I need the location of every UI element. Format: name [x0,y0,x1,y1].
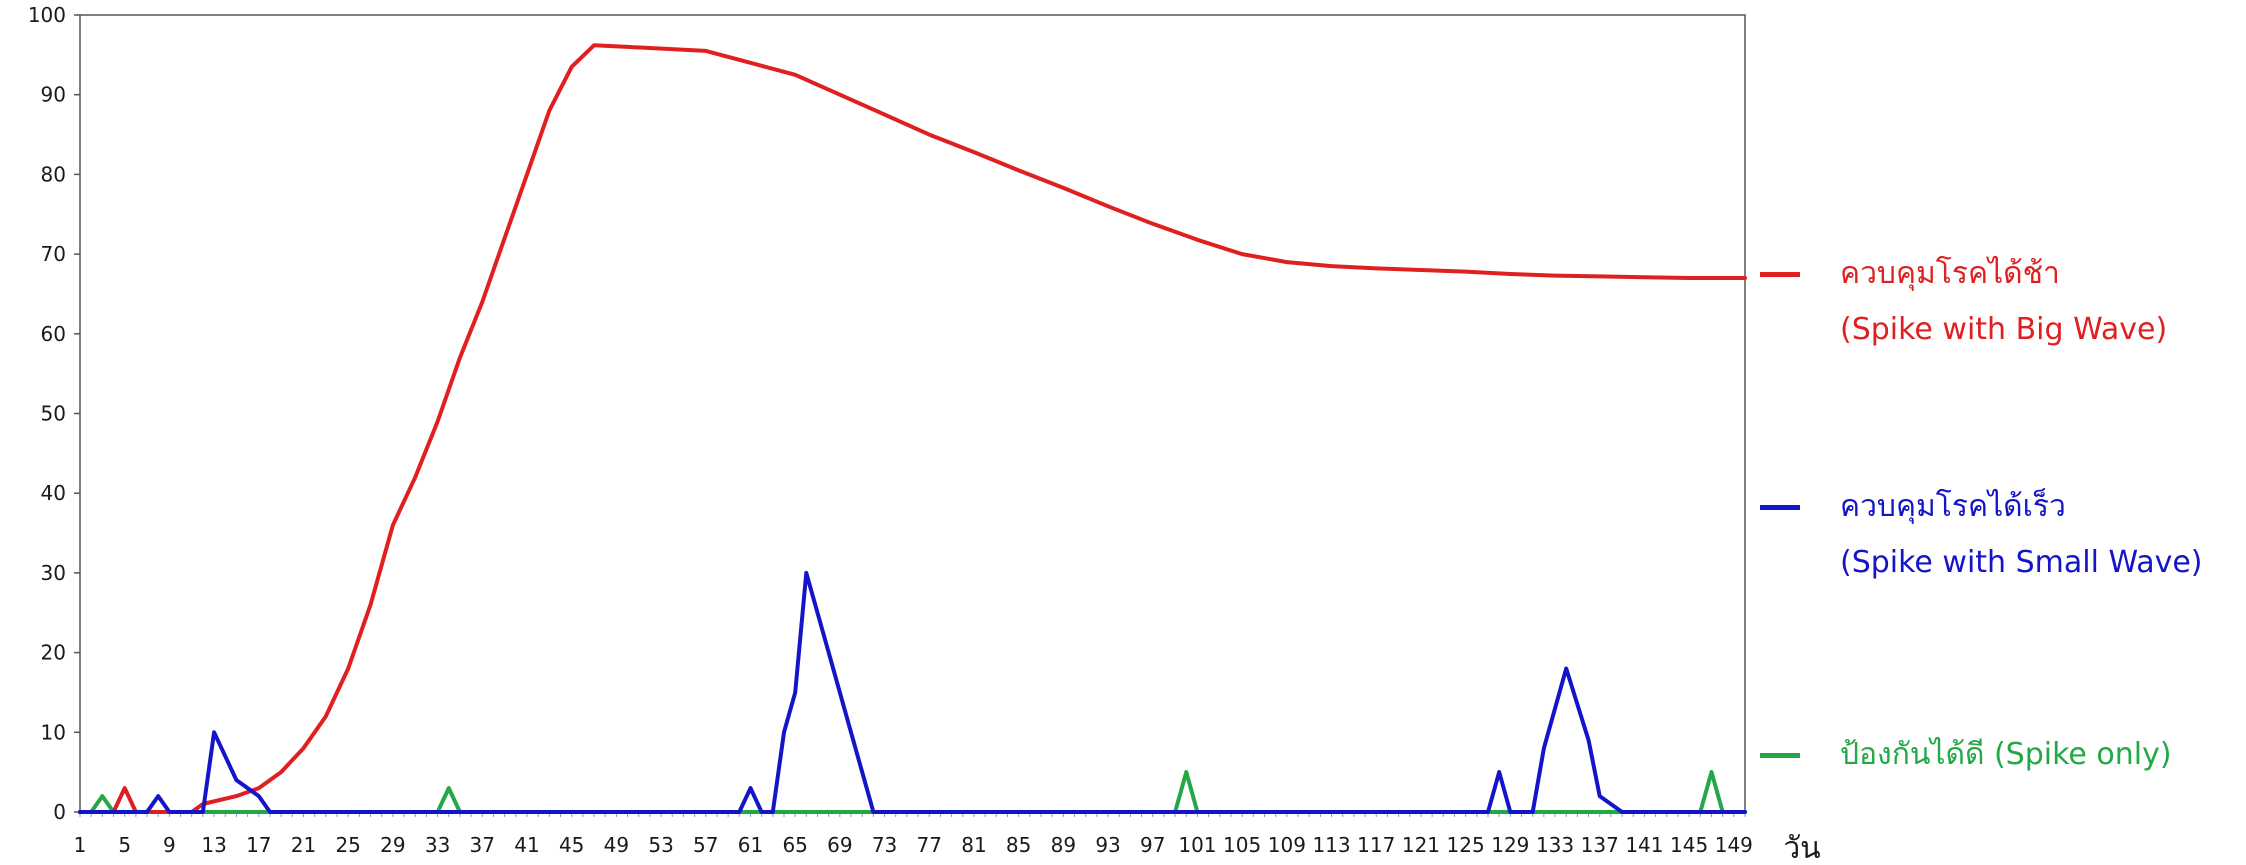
x-tick-label: 97 [1140,833,1165,857]
plot-area [79,14,1746,813]
y-tick-label: 50 [41,402,66,426]
x-tick-label: 73 [872,833,897,857]
x-tick-label: 5 [118,833,131,857]
legend-label: ควบคุมโรคได้ช้า [1840,256,2060,291]
x-tick-label: 141 [1625,833,1663,857]
legend-label: ควบคุมโรคได้เร็ว [1840,489,2066,524]
x-tick-label: 61 [738,833,763,857]
series-line-0 [78,43,1747,814]
series-line-1 [78,570,1747,814]
x-tick-label: 149 [1715,833,1753,857]
series-line-2 [78,770,1747,814]
x-tick-label: 57 [693,833,718,857]
x-tick-label: 69 [827,833,852,857]
x-tick-label: 101 [1178,833,1216,857]
x-tick-label: 93 [1095,833,1120,857]
y-tick-label: 100 [28,3,66,27]
x-tick-label: 145 [1670,833,1708,857]
legend-swatch-red [1760,272,1800,277]
x-tick-label: 53 [648,833,673,857]
x-tick-label: 121 [1402,833,1440,857]
legend-swatch-blue [1760,505,1800,510]
x-tick-label: 85 [1006,833,1031,857]
y-tick-label: 90 [41,83,66,107]
y-tick-label: 20 [41,641,66,665]
x-tick-label: 33 [425,833,450,857]
x-axis: 1 5 9 13 17 21 25 29 33 37 41 45 49 53 57 61 65 69 73 77 81 8… [74,812,1753,857]
plot-border [79,14,1746,813]
x-tick-label: 117 [1357,833,1395,857]
x-tick-label: 105 [1223,833,1261,857]
x-tick-label: 89 [1051,833,1076,857]
y-tick-label: 40 [41,481,66,505]
x-tick-label: 25 [335,833,360,857]
y-tick-label: 10 [41,720,66,744]
x-tick-label: 133 [1536,833,1574,857]
x-tick-label: 41 [514,833,539,857]
legend-sublabel: (Spike with Big Wave) [1840,312,2168,347]
x-tick-label: 45 [559,833,584,857]
x-tick-label: 113 [1312,833,1350,857]
x-tick-label: 29 [380,833,405,857]
x-tick-label: 109 [1268,833,1306,857]
x-tick-label: 77 [917,833,942,857]
x-axis-unit-label: วัน [1783,831,1820,865]
series-lines [78,43,1747,814]
x-tick-label: 137 [1581,833,1619,857]
y-tick-label: 60 [41,322,66,346]
x-tick-label: 21 [291,833,316,857]
x-tick-label: 65 [782,833,807,857]
legend-label: ป้องกันได้ดี (Spike only) [1840,737,2172,772]
x-tick-label: 125 [1447,833,1485,857]
y-axis: 0 10 20 30 40 50 60 70 80 90 100 [28,3,80,824]
x-tick-label: 1 [74,833,87,857]
y-tick-label: 30 [41,561,66,585]
x-tick-label: 129 [1491,833,1529,857]
legend-swatch-green [1760,753,1800,758]
x-tick-label: 17 [246,833,271,857]
x-tick-label: 9 [163,833,176,857]
x-tick-label: 49 [604,833,629,857]
y-tick-label: 80 [41,162,66,186]
y-tick-label: 0 [53,800,66,824]
legend-sublabel: (Spike with Small Wave) [1840,545,2203,580]
y-tick-label: 70 [41,242,66,266]
x-tick-label: 81 [961,833,986,857]
x-tick-label: 13 [201,833,226,857]
x-tick-label: 37 [470,833,495,857]
